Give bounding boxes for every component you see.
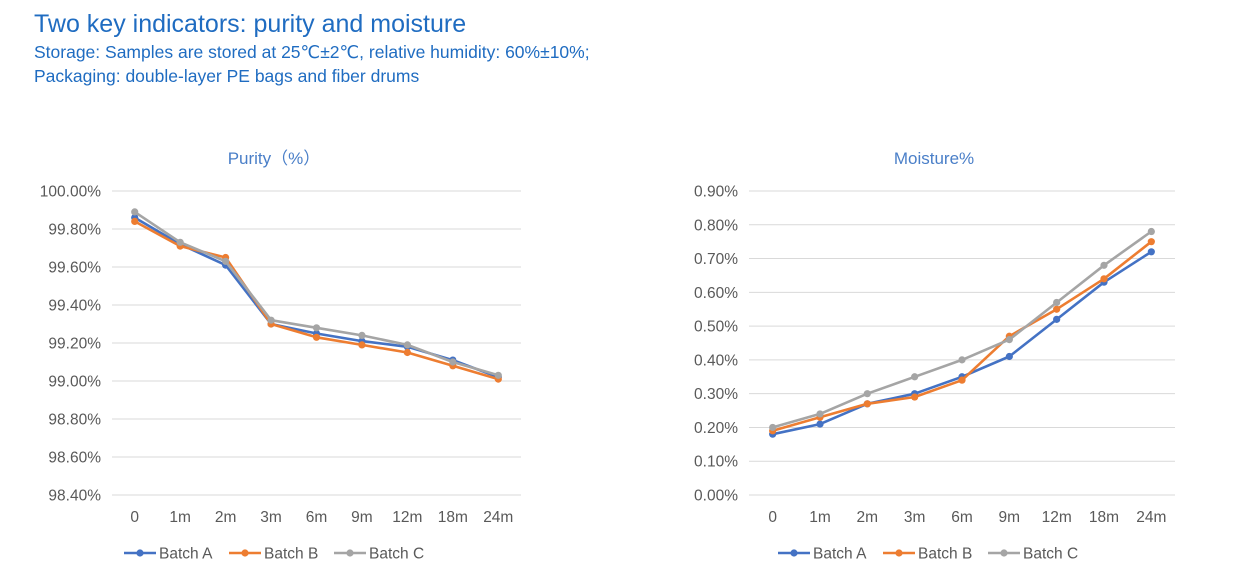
chart1-legend-marker-batch-a bbox=[136, 549, 144, 557]
chart1-x-tick-label: 9m bbox=[351, 509, 373, 526]
chart2-y-tick-label: 0.60% bbox=[694, 285, 738, 302]
chart2-x-tick-label: 9m bbox=[999, 509, 1021, 526]
chart2-data-point-batch-b bbox=[1100, 275, 1108, 283]
chart1-data-point-batch-c bbox=[131, 208, 139, 216]
chart1-data-point-batch-c bbox=[358, 331, 366, 339]
chart2-series-line-batch-b bbox=[771, 240, 1153, 433]
chart1-x-tick-label: 1m bbox=[169, 509, 191, 526]
chart2-data-point-batch-a bbox=[1147, 248, 1155, 256]
chart2-y-tick-label: 0.70% bbox=[694, 251, 738, 268]
chart1-data-point-batch-c bbox=[176, 238, 184, 246]
chart2-legend-label-batch-b: Batch B bbox=[918, 546, 972, 563]
chart2-series-line-batch-c bbox=[771, 230, 1153, 429]
chart2-data-point-batch-c bbox=[958, 356, 966, 364]
chart1-data-point-batch-c bbox=[222, 257, 230, 265]
chart1-y-tick-label: 98.60% bbox=[48, 450, 101, 467]
chart1-y-tick-label: 100.00% bbox=[40, 184, 101, 201]
chart2-legend-marker-batch-c bbox=[1000, 549, 1008, 557]
chart2-y-tick-label: 0.50% bbox=[694, 319, 738, 336]
chart1-y-tick-label: 99.80% bbox=[48, 222, 101, 239]
chart1-legend-label-batch-c: Batch C bbox=[369, 546, 424, 563]
chart1-legend-marker-batch-c bbox=[346, 549, 354, 557]
chart2-x-tick-label: 12m bbox=[1042, 509, 1072, 526]
packaging-info: Packaging: double-layer PE bags and fibe… bbox=[34, 66, 420, 86]
chart2-x-tick-label: 18m bbox=[1089, 509, 1119, 526]
chart2-data-point-batch-b bbox=[863, 400, 871, 408]
chart1-x-tick-label: 12m bbox=[392, 509, 422, 526]
chart1-x-tick-label: 0 bbox=[130, 509, 139, 526]
page-title: Two key indicators: purity and moisture bbox=[34, 10, 467, 38]
chart1-y-tick-label: 98.80% bbox=[48, 412, 101, 429]
chart1-data-point-batch-c bbox=[312, 324, 321, 332]
chart2-data-point-batch-a bbox=[816, 420, 824, 428]
chart2-title: Moisture% bbox=[894, 149, 974, 168]
chart1-x-tick-label: 2m bbox=[215, 509, 237, 526]
chart1-legend-label-batch-a: Batch A bbox=[159, 546, 213, 563]
chart2-y-tick-label: 0.30% bbox=[694, 386, 738, 403]
chart1-y-tick-label: 99.20% bbox=[48, 336, 101, 353]
storage-conditions: Storage: Samples are stored at 25℃±2℃, r… bbox=[34, 42, 590, 62]
chart2-data-point-batch-b bbox=[958, 376, 966, 384]
chart1-legend-marker-batch-b bbox=[241, 549, 249, 557]
chart1-x-tick-label: 18m bbox=[438, 509, 468, 526]
chart2-legend-marker-batch-b bbox=[895, 549, 903, 557]
chart1-y-tick-label: 99.60% bbox=[48, 260, 101, 277]
chart1-x-tick-label: 24m bbox=[483, 509, 513, 526]
chart2-data-point-batch-c bbox=[1053, 298, 1061, 307]
chart2-y-tick-label: 0.20% bbox=[694, 420, 738, 437]
chart1-data-point-batch-b bbox=[312, 333, 321, 341]
chart2-data-point-batch-c bbox=[1100, 261, 1108, 269]
chart2-data-point-batch-c bbox=[816, 410, 824, 418]
chart2-y-tick-label: 0.10% bbox=[694, 454, 738, 471]
chart2-y-tick-label: 0.40% bbox=[694, 352, 738, 369]
chart2-y-tick-label: 0.90% bbox=[694, 184, 738, 201]
chart1-data-point-batch-c bbox=[494, 371, 502, 379]
chart1-y-tick-label: 99.00% bbox=[48, 374, 101, 391]
page-header: Two key indicators: purity and moisture … bbox=[34, 8, 590, 88]
chart2-data-point-batch-b bbox=[1147, 238, 1155, 246]
chart2-series-line-batch-a bbox=[771, 250, 1153, 436]
chart2-data-point-batch-a bbox=[1005, 352, 1013, 361]
chart2-data-point-batch-b bbox=[911, 393, 919, 401]
chart2-data-point-batch-b bbox=[1053, 305, 1061, 313]
chart2-data-point-batch-a bbox=[1053, 315, 1061, 323]
chart2-data-point-batch-c bbox=[911, 373, 919, 381]
chart1-data-point-batch-c bbox=[267, 316, 275, 324]
chart2-x-tick-label: 2m bbox=[857, 509, 879, 526]
chart1-data-point-batch-c bbox=[403, 341, 411, 349]
chart2-y-tick-label: 0.80% bbox=[694, 217, 738, 234]
chart1-title: Purity（%） bbox=[228, 149, 321, 168]
chart1-y-tick-label: 99.40% bbox=[48, 298, 101, 315]
chart1-legend-label-batch-b: Batch B bbox=[264, 546, 318, 563]
chart2-x-tick-label: 6m bbox=[951, 509, 973, 526]
chart1-x-tick-label: 6m bbox=[306, 509, 328, 526]
chart1-data-point-batch-b bbox=[131, 217, 139, 225]
chart1-data-point-batch-b bbox=[358, 341, 366, 349]
chart1-data-point-batch-b bbox=[403, 348, 411, 357]
chart2-data-point-batch-c bbox=[769, 423, 777, 432]
chart1-x-tick-label: 3m bbox=[260, 509, 282, 526]
chart1-data-point-batch-c bbox=[449, 358, 457, 366]
chart2-legend-label-batch-a: Batch A bbox=[813, 546, 867, 563]
chart2-x-tick-label: 0 bbox=[768, 509, 777, 526]
chart1-y-tick-label: 98.40% bbox=[48, 488, 101, 505]
chart2-legend-marker-batch-a bbox=[790, 549, 798, 557]
chart2-data-point-batch-c bbox=[1147, 227, 1155, 236]
chart2-x-tick-label: 24m bbox=[1136, 509, 1166, 526]
chart2-data-point-batch-c bbox=[1005, 336, 1013, 344]
chart2-legend-label-batch-c: Batch C bbox=[1023, 546, 1078, 563]
chart2-data-point-batch-c bbox=[863, 390, 871, 398]
chart2-x-tick-label: 1m bbox=[809, 509, 831, 526]
chart2-y-tick-label: 0.00% bbox=[694, 488, 738, 505]
chart2-x-tick-label: 3m bbox=[904, 509, 926, 526]
